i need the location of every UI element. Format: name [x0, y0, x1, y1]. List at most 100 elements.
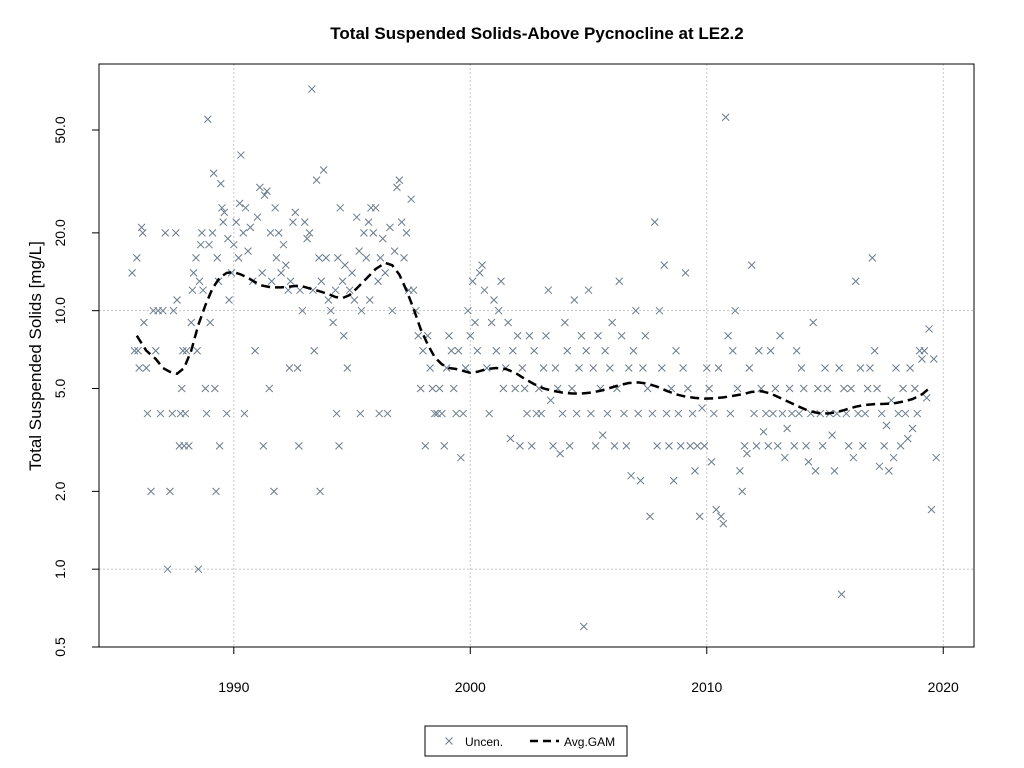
data-point-14	[156, 409, 165, 418]
data-point-243	[624, 364, 633, 372]
chart-title: Total Suspended Solids-Above Pycnocline …	[330, 24, 743, 43]
data-point-363	[908, 424, 917, 433]
data-point-138	[376, 254, 385, 262]
data-point-264	[674, 409, 683, 418]
data-point-192	[504, 318, 512, 327]
data-point-308	[778, 409, 787, 418]
data-point-169	[449, 384, 458, 393]
data-point-285	[724, 331, 732, 340]
data-point-108	[319, 166, 328, 174]
data-point-145	[393, 183, 401, 192]
data-point-302	[764, 441, 773, 450]
data-point-293	[743, 449, 751, 458]
data-point-310	[783, 424, 792, 433]
data-point-109	[322, 254, 330, 262]
data-point-350	[877, 409, 886, 418]
data-point-132	[365, 296, 374, 304]
data-point-317	[799, 384, 808, 393]
data-point-203	[530, 346, 538, 355]
gam-line-path	[135, 261, 930, 415]
data-point-163	[435, 384, 444, 393]
data-point-324	[816, 409, 825, 418]
data-point-245	[629, 346, 638, 355]
y-tick-label-1: 1.0	[52, 559, 68, 579]
data-point-252	[646, 512, 654, 521]
data-point-149	[402, 229, 411, 237]
data-point-166	[442, 364, 451, 372]
data-point-111	[326, 306, 335, 315]
data-point-117	[336, 203, 345, 212]
data-point-347	[870, 346, 879, 355]
data-point-88	[281, 261, 290, 270]
data-point-69	[244, 247, 252, 255]
data-point-370	[925, 325, 933, 333]
data-point-10	[147, 487, 155, 496]
data-point-275	[700, 441, 709, 450]
data-point-50	[213, 254, 222, 262]
data-point-301	[762, 409, 770, 418]
data-point-266	[679, 364, 687, 372]
data-point-112	[329, 318, 337, 327]
data-point-244	[627, 471, 635, 480]
data-point-265	[676, 441, 685, 450]
legend-label-uncen: Uncen.	[465, 735, 503, 749]
data-point-126	[355, 247, 363, 255]
y-tick-label-4: 10.0	[52, 297, 68, 324]
legend-box	[424, 725, 628, 757]
data-point-75	[258, 269, 267, 277]
data-point-66	[239, 229, 248, 237]
data-point-208	[542, 331, 550, 340]
data-point-339	[851, 277, 860, 286]
data-point-28	[181, 409, 190, 418]
data-point-242	[622, 441, 631, 450]
data-point-9	[143, 409, 152, 418]
data-point-93	[291, 208, 300, 217]
data-point-318	[802, 441, 810, 450]
data-point-267	[681, 269, 690, 277]
data-point-44	[205, 240, 213, 249]
data-point-89	[284, 286, 293, 295]
data-point-270	[688, 409, 697, 418]
data-point-247	[634, 409, 643, 418]
data-point-223	[577, 331, 586, 340]
data-point-237	[610, 441, 619, 450]
data-point-342	[858, 441, 867, 450]
legend-marker-uncen	[445, 737, 453, 745]
data-point-161	[430, 409, 439, 418]
data-point-55	[219, 218, 228, 227]
data-point-291	[738, 487, 747, 496]
data-point-327	[823, 384, 832, 393]
data-point-333	[837, 590, 846, 599]
legend-x-icon	[445, 737, 453, 745]
data-point-368	[920, 346, 929, 355]
data-point-114	[332, 409, 341, 418]
data-point-349	[875, 462, 884, 471]
data-point-172	[456, 453, 465, 462]
data-point-185	[487, 318, 496, 327]
data-point-288	[731, 306, 740, 315]
data-point-128	[357, 306, 366, 315]
x-axis: 1990 2000 2010 2020	[218, 647, 959, 695]
data-point-214	[556, 449, 565, 458]
data-point-79	[265, 384, 274, 393]
x-tick-label-1: 2000	[455, 679, 486, 695]
data-point-59	[225, 296, 233, 304]
data-point-215	[558, 409, 567, 418]
data-point-123	[348, 269, 356, 277]
data-point-83	[271, 203, 280, 212]
uncensored-points	[128, 85, 941, 631]
data-point-131	[364, 218, 373, 227]
data-point-323	[814, 384, 822, 393]
data-point-225	[582, 346, 591, 355]
data-point-96	[296, 286, 304, 295]
data-point-85	[274, 229, 283, 237]
data-point-122	[345, 286, 354, 295]
data-point-212	[551, 364, 560, 372]
data-point-171	[454, 346, 463, 355]
data-point-371	[927, 505, 936, 514]
data-point-1	[130, 346, 139, 355]
data-point-37	[195, 277, 204, 286]
data-point-116	[335, 441, 343, 450]
data-point-4	[135, 364, 144, 372]
data-point-170	[452, 409, 460, 418]
